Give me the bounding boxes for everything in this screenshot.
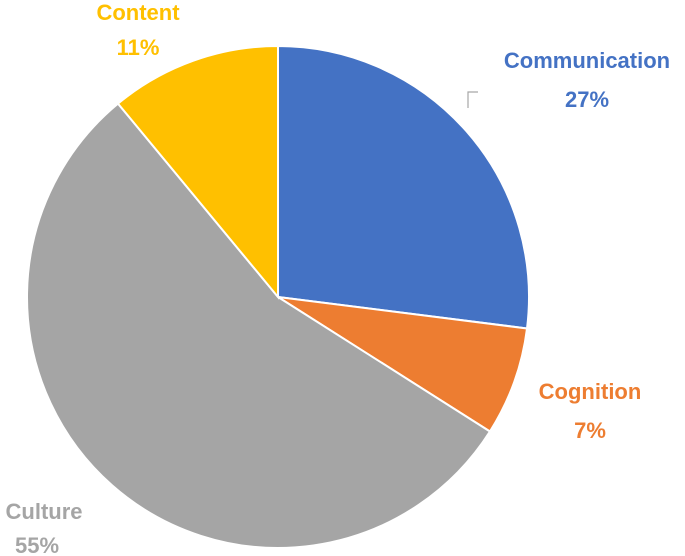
slice-label-cognition-value: 7% (574, 418, 606, 443)
communication-leader-line (467, 91, 478, 108)
labels-layer: Communication 27% Cognition 7% Culture 5… (6, 0, 671, 556)
pie-slice-communication (277, 44, 530, 330)
pie-slice-culture (26, 102, 492, 549)
pie-slice-content (116, 44, 279, 300)
slice-label-communication-name: Communication (504, 48, 670, 73)
slice-label-culture-value: 55% (15, 533, 59, 556)
slices-layer (26, 44, 530, 549)
slice-label-culture-name: Culture (6, 499, 83, 524)
slice-label-communication-value: 27% (565, 87, 609, 112)
slice-label-cognition-name: Cognition (539, 379, 642, 404)
slice-label-content-value: 11% (117, 35, 160, 60)
pie-slice-cognition (277, 296, 529, 433)
slice-label-content-name: Content (96, 0, 180, 25)
